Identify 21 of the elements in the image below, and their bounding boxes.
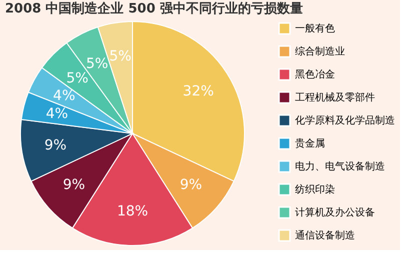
data-label: 4% bbox=[46, 106, 68, 122]
legend-label: 综合制造业 bbox=[295, 46, 345, 58]
legend-label: 贵金属 bbox=[295, 138, 325, 150]
legend-label: 计算机及办公设备 bbox=[295, 206, 375, 218]
data-label: 4% bbox=[53, 88, 76, 104]
data-label: 32% bbox=[182, 84, 214, 100]
data-label: 5% bbox=[86, 56, 108, 72]
data-label: 9% bbox=[180, 177, 202, 194]
data-label: 9% bbox=[62, 177, 86, 194]
data-label: 9% bbox=[44, 138, 67, 154]
legend-label: 通信设备制造 bbox=[295, 230, 355, 242]
chart-title: 2008 中国制造企业 500 强中不同行业的亏损数量 bbox=[5, 2, 303, 16]
legend-label: 纺织印染 bbox=[295, 184, 335, 196]
data-label: 5% bbox=[109, 48, 132, 64]
data-label: 5% bbox=[66, 70, 88, 86]
legend-label: 电力、电气设备制造 bbox=[295, 160, 385, 172]
legend-label: 化学原料及化学品制造 bbox=[295, 114, 395, 126]
legend-label: 一般有色 bbox=[295, 22, 335, 34]
data-label: 18% bbox=[116, 204, 148, 220]
legend-label: 黑色冶金 bbox=[295, 68, 335, 80]
legend-label: 工程机械及零部件 bbox=[295, 92, 375, 104]
